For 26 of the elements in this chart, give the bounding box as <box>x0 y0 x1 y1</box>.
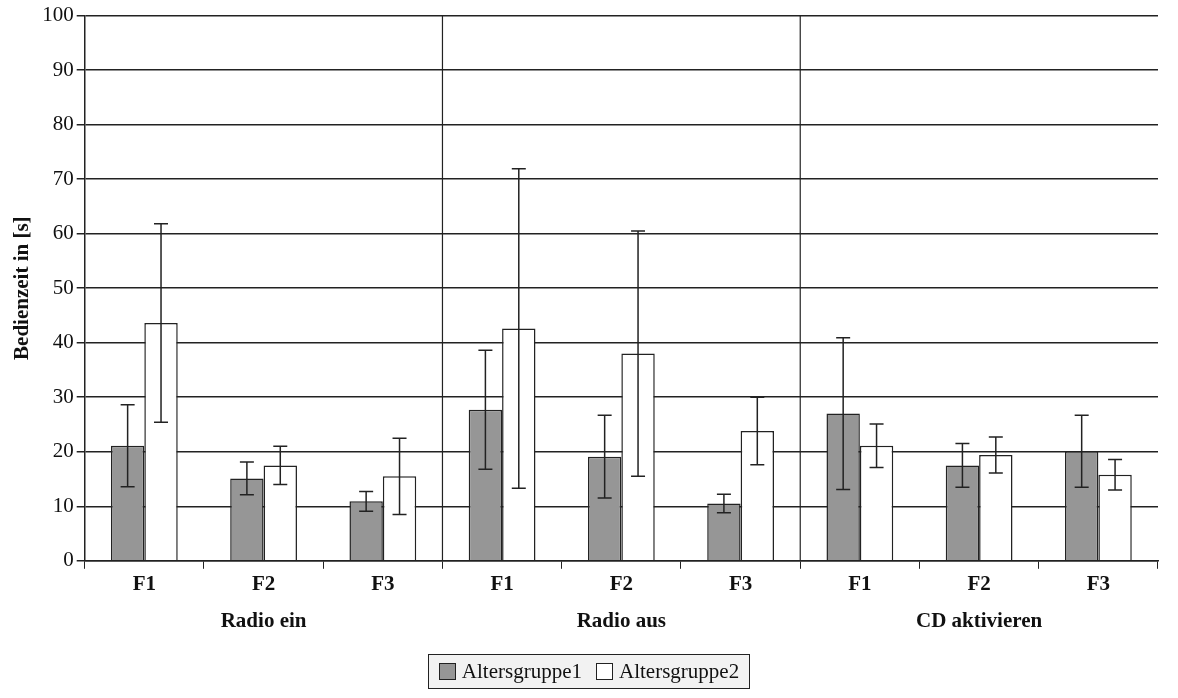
y-tick-label: 30 <box>52 383 74 408</box>
x-tick-label: F1 <box>848 570 872 595</box>
y-tick-label: 50 <box>52 274 74 299</box>
y-tick-label: 10 <box>52 492 74 517</box>
x-tick-label: F3 <box>728 570 753 595</box>
legend-label: Altersgruppe2 <box>619 659 740 684</box>
text: Radio aus <box>576 608 666 633</box>
y-tick-label: 80 <box>52 111 74 136</box>
y-tick-label: 90 <box>52 56 74 81</box>
y-tick-label: 100 <box>42 2 74 27</box>
x-tick-label: F2 <box>251 570 276 595</box>
y-tick-label: 0 <box>63 547 74 572</box>
x-tick-label: F1 <box>490 570 514 595</box>
text: Radio ein <box>220 608 307 633</box>
y-tick-label: 40 <box>52 329 74 354</box>
y-axis-title: Bedienzeit in [s] <box>9 216 34 360</box>
x-tick-label: F2 <box>967 570 991 595</box>
y-tick-label: 60 <box>52 220 74 245</box>
y-tick-label: 20 <box>52 438 74 463</box>
y-tick-label: 70 <box>52 165 74 190</box>
x-tick-label: F1 <box>132 570 156 595</box>
x-tick-label: F3 <box>371 570 395 595</box>
x-tick-label: F3 <box>1086 570 1111 595</box>
legend-label: Altersgruppe1 <box>461 659 582 684</box>
x-tick-label: F2 <box>609 570 634 595</box>
text: CD aktivieren <box>916 608 1043 633</box>
